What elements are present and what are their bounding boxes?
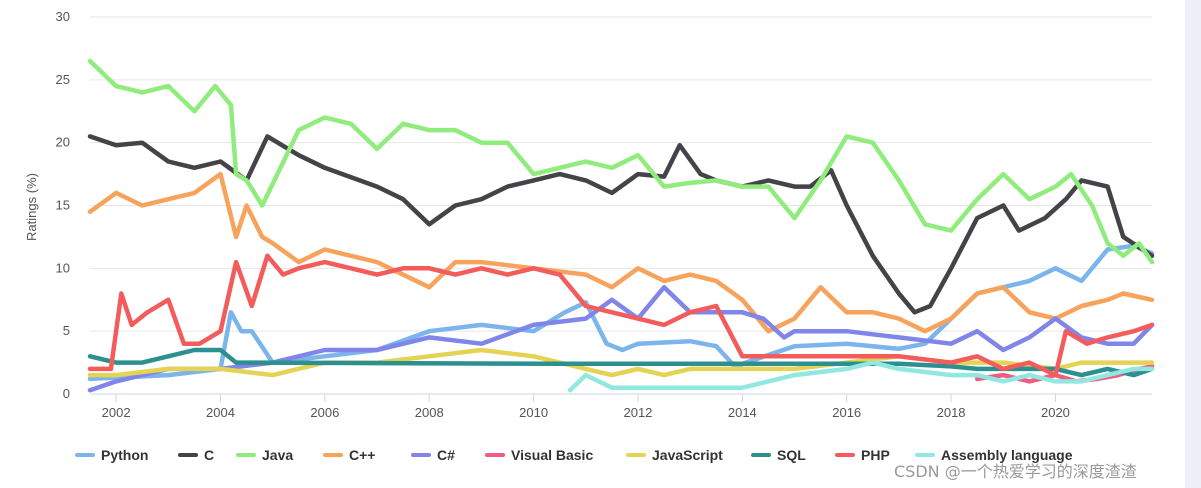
series-line-java[interactable]: [87, 58, 1155, 265]
legend-label: PHP: [861, 447, 890, 463]
legend-item-python[interactable]: Python: [75, 447, 148, 463]
legend-item-sql[interactable]: SQL: [751, 447, 806, 463]
x-axis-ticks: 2002 2004 2006 2008 2010 2012 2014 2016 2018 2020: [102, 394, 1070, 420]
series-line-c[interactable]: [87, 134, 1155, 315]
x-tick-label: 2014: [728, 405, 757, 420]
series-line-python[interactable]: [87, 243, 1155, 382]
legend-item-c-[interactable]: C#: [411, 447, 455, 463]
x-tick-label: 2018: [937, 405, 966, 420]
legend: Python C Java C++ C# Visual Basic JavaScript SQ…: [75, 447, 1073, 463]
series-line-php[interactable]: [87, 253, 1155, 378]
y-tick-label: 0: [63, 386, 70, 401]
x-tick-label: 2012: [623, 405, 652, 420]
vertical-scrollbar[interactable]: [1185, 0, 1201, 488]
legend-label: Java: [262, 447, 293, 463]
y-axis-ticks: 0 5 10 15 20 25 30: [56, 9, 70, 401]
legend-item-php[interactable]: PHP: [835, 447, 890, 463]
x-tick-label: 2010: [519, 405, 548, 420]
y-tick-label: 15: [56, 198, 70, 213]
x-tick-label: 2002: [102, 405, 131, 420]
y-tick-label: 25: [56, 72, 70, 87]
series-line-assembly-language[interactable]: [567, 360, 1155, 393]
legend-item-c[interactable]: C: [178, 447, 214, 463]
x-tick-label: 2008: [415, 405, 444, 420]
y-tick-label: 5: [63, 323, 70, 338]
x-tick-label: 2006: [310, 405, 339, 420]
legend-item-c-[interactable]: C++: [323, 447, 375, 463]
legend-item-java[interactable]: Java: [236, 447, 293, 463]
grid-lines: [90, 16, 1152, 395]
y-tick-label: 10: [56, 260, 70, 275]
series-line-c-[interactable]: [87, 284, 1155, 393]
y-tick-label: 30: [56, 9, 70, 24]
series-line-sql[interactable]: [87, 347, 1155, 378]
legend-label: C#: [437, 447, 455, 463]
series-lines: [87, 58, 1155, 393]
legend-label: C: [204, 447, 214, 463]
legend-label: Visual Basic: [511, 447, 593, 463]
x-tick-label: 2016: [832, 405, 861, 420]
x-tick-label: 2020: [1041, 405, 1070, 420]
x-tick-label: 2004: [206, 405, 235, 420]
series-line-c-[interactable]: [87, 171, 1155, 334]
legend-label: Python: [101, 447, 148, 463]
legend-item-assembly-language[interactable]: Assembly language: [915, 447, 1073, 463]
legend-label: C++: [349, 447, 375, 463]
legend-label: Assembly language: [941, 447, 1073, 463]
legend-label: SQL: [777, 447, 806, 463]
y-axis-label: Ratings (%): [24, 173, 39, 241]
watermark: CSDN @一个热爱学习的深度渣渣: [894, 462, 1137, 481]
legend-item-javascript[interactable]: JavaScript: [626, 447, 723, 463]
legend-label: JavaScript: [652, 447, 723, 463]
legend-item-visual-basic[interactable]: Visual Basic: [485, 447, 593, 463]
y-tick-label: 20: [56, 135, 70, 150]
